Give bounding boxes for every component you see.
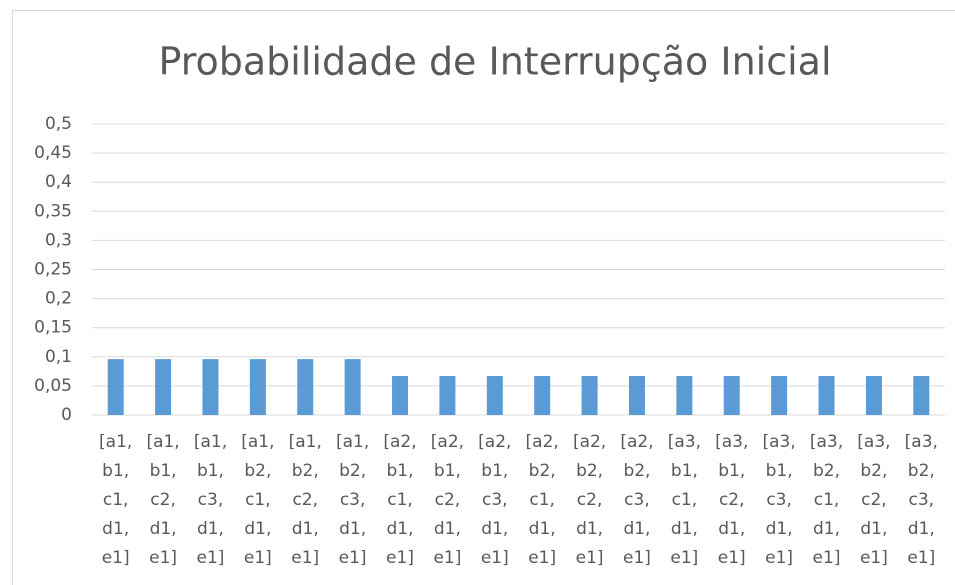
x-tick-label: [a1, b1, c1, d1, e1] xyxy=(99,432,133,568)
x-tick-label: [a1, b2, c1, d1, e1] xyxy=(241,432,275,568)
bar xyxy=(297,359,314,415)
y-tick-label: 0,35 xyxy=(34,201,72,221)
y-tick-label: 0,45 xyxy=(34,143,72,163)
bar xyxy=(202,359,219,415)
bar xyxy=(249,359,266,415)
bar xyxy=(676,376,693,415)
x-tick-label: [a3, b1, c2, d1, e1] xyxy=(715,432,749,568)
chart-title: Probabilidade de Interrupção Inicial xyxy=(158,40,831,84)
bar xyxy=(392,376,409,415)
x-tick-label: [a2, b2, c3, d1, e1] xyxy=(620,432,654,568)
y-tick-label: 0,1 xyxy=(45,347,72,367)
x-tick-label: [a1, b1, c2, d1, e1] xyxy=(146,432,180,568)
bar xyxy=(534,376,551,415)
x-tick-label: [a3, b2, c1, d1, e1] xyxy=(809,432,844,568)
y-tick-label: 0,2 xyxy=(45,289,72,309)
x-tick-label: [a1, b1, c3, d1, e1] xyxy=(193,432,228,568)
x-tick-label: [a2, b1, c3, d1, e1] xyxy=(478,432,512,568)
x-tick-label: [a2, b2, c2, d1, e1] xyxy=(572,432,607,568)
x-tick-label: [a3, b2, c2, d1, e1] xyxy=(857,432,891,568)
bar xyxy=(865,376,882,415)
bar xyxy=(107,359,124,415)
x-tick-label: [a1, b2, c2, d1, e1] xyxy=(288,432,322,568)
x-tick-label: [a3, b1, c1, d1, e1] xyxy=(667,432,701,568)
x-tick-label: [a3, b2, c3, d1, e1] xyxy=(904,432,938,568)
y-tick-label: 0,5 xyxy=(45,114,72,134)
bar xyxy=(818,376,835,415)
y-tick-label: 0,15 xyxy=(34,318,72,338)
chart-border xyxy=(12,10,955,585)
x-tick-label: [a2, b1, c2, d1, e1] xyxy=(430,432,465,568)
x-tick-label: [a2, b1, c1, d1, e1] xyxy=(383,432,417,568)
bar xyxy=(486,376,503,415)
bar xyxy=(628,376,645,415)
y-tick-label: 0,05 xyxy=(34,376,72,396)
x-tick-label: [a2, b2, c1, d1, e1] xyxy=(525,432,559,568)
bar xyxy=(439,376,456,415)
x-tick-label: [a1, b2, c3, d1, e1] xyxy=(335,432,370,568)
bar xyxy=(581,376,598,415)
bar xyxy=(344,359,361,415)
y-tick-label: 0,4 xyxy=(45,172,72,192)
bar xyxy=(771,376,788,415)
y-tick-label: 0,25 xyxy=(34,260,72,280)
bar xyxy=(723,376,740,415)
x-tick-label: [a3, b1, c3, d1, e1] xyxy=(762,432,796,568)
bar xyxy=(913,376,930,415)
y-tick-label: 0,3 xyxy=(45,230,72,250)
bar xyxy=(155,359,172,415)
y-tick-label: 0 xyxy=(61,405,72,425)
